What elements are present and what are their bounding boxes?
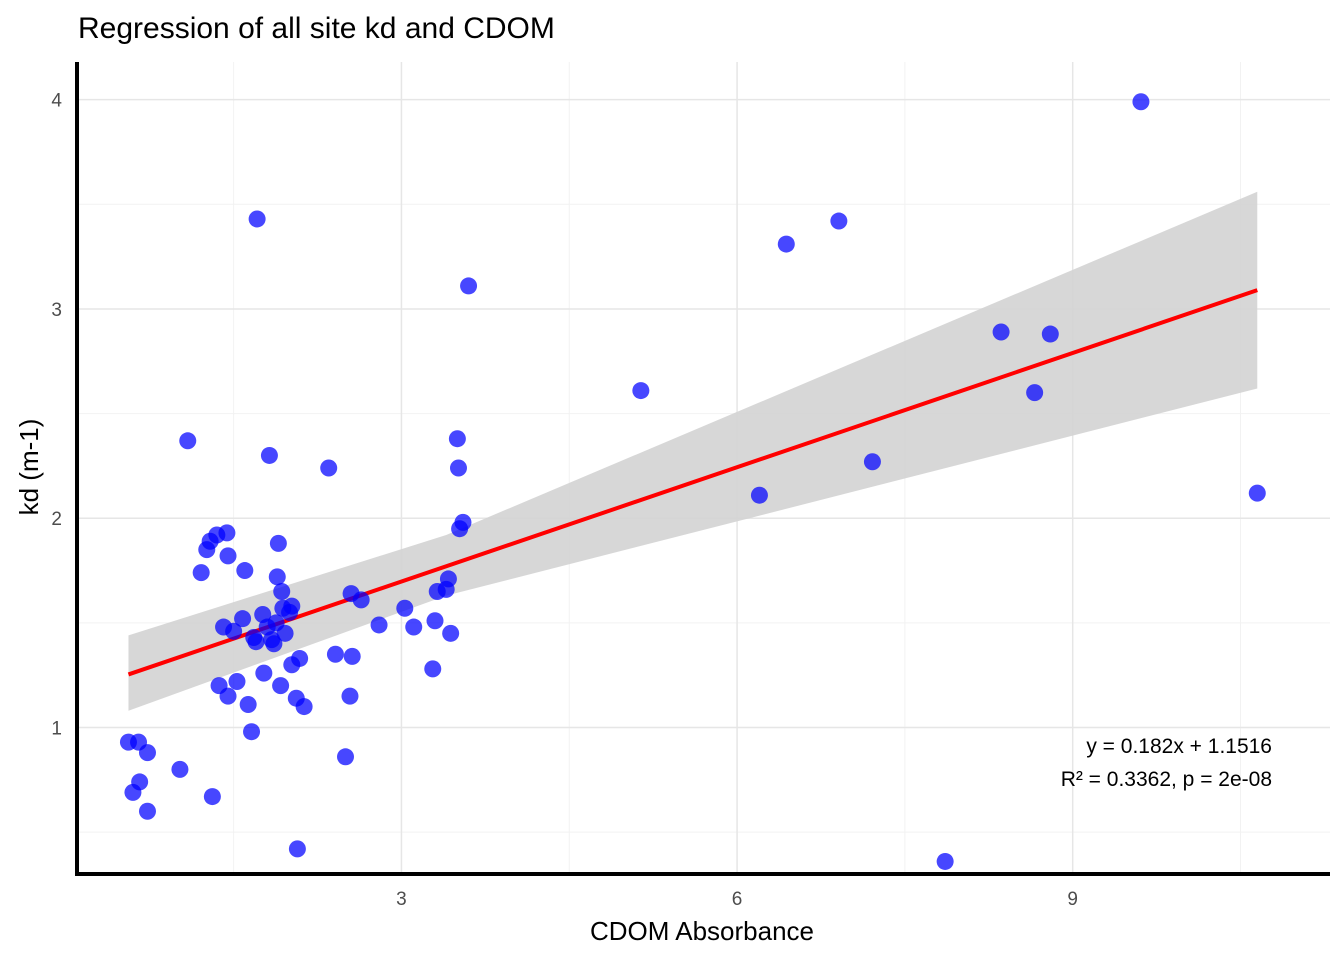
- data-point: [750, 486, 768, 504]
- x-axis-label: CDOM Absorbance: [590, 916, 814, 946]
- data-point: [239, 695, 257, 713]
- data-point: [405, 618, 423, 636]
- data-point: [1026, 384, 1044, 402]
- data-point: [272, 677, 290, 695]
- data-point: [460, 277, 478, 295]
- data-point: [352, 591, 370, 609]
- y-tick-label: 3: [51, 300, 62, 321]
- data-point: [228, 672, 246, 690]
- data-point: [260, 446, 278, 464]
- data-point: [777, 235, 795, 253]
- data-point: [863, 453, 881, 471]
- data-point: [276, 624, 294, 642]
- data-point: [448, 430, 466, 448]
- data-point: [295, 698, 313, 716]
- data-point: [243, 723, 261, 741]
- x-tick-label: 3: [396, 889, 407, 910]
- data-point: [1041, 325, 1059, 343]
- chart-title: Regression of all site kd and CDOM: [78, 12, 555, 45]
- data-point: [265, 635, 283, 653]
- data-point: [138, 744, 156, 762]
- data-point: [396, 599, 414, 617]
- regression-line: [127, 288, 1258, 677]
- data-point: [225, 622, 243, 640]
- x-tick-label: 9: [1067, 889, 1078, 910]
- data-point: [936, 852, 954, 870]
- confidence-band-area: [128, 191, 1258, 711]
- regression-equation-label: y = 0.182x + 1.1516: [1086, 735, 1272, 758]
- data-point: [320, 459, 338, 477]
- data-point: [179, 432, 197, 450]
- y-tick-label: 4: [51, 91, 62, 112]
- data-point: [337, 748, 354, 766]
- data-point: [439, 570, 457, 588]
- x-tick-label: 6: [732, 889, 743, 910]
- data-point: [255, 664, 273, 682]
- data-point: [283, 597, 301, 615]
- data-point: [247, 633, 265, 651]
- data-point: [131, 773, 149, 791]
- data-point: [326, 645, 344, 663]
- y-tick-label: 2: [51, 509, 62, 530]
- data-point: [268, 568, 286, 586]
- data-point: [454, 513, 472, 531]
- data-point: [171, 760, 189, 778]
- data-point: [1248, 484, 1266, 502]
- data-point: [426, 612, 444, 630]
- y-tick-label: 1: [51, 719, 62, 740]
- data-point: [138, 802, 156, 820]
- axes: [75, 62, 1330, 876]
- data-point: [1132, 93, 1150, 111]
- y-axis-label: kd (m-1): [14, 419, 44, 516]
- data-point: [192, 564, 210, 582]
- data-point: [830, 212, 848, 230]
- data-point: [219, 547, 237, 565]
- data-point: [236, 562, 254, 580]
- data-point: [343, 647, 361, 665]
- data-point: [442, 624, 460, 642]
- data-point: [248, 210, 266, 228]
- regression-stats-label: R² = 0.3362, p = 2e-08: [1061, 768, 1272, 791]
- data-point: [449, 459, 467, 477]
- data-point: [341, 687, 359, 705]
- data-point: [424, 660, 442, 678]
- data-point: [291, 649, 309, 667]
- data-point: [273, 582, 291, 600]
- data-point: [218, 524, 236, 542]
- data-points: [119, 93, 1266, 870]
- data-point: [992, 323, 1010, 341]
- regression-line-group: [127, 288, 1258, 677]
- data-point: [288, 840, 306, 858]
- confidence-band: [128, 191, 1258, 711]
- data-point: [203, 788, 221, 806]
- data-point: [234, 610, 252, 628]
- data-point: [632, 382, 650, 400]
- data-point: [269, 534, 287, 552]
- data-point: [370, 616, 388, 634]
- data-point: [219, 687, 237, 705]
